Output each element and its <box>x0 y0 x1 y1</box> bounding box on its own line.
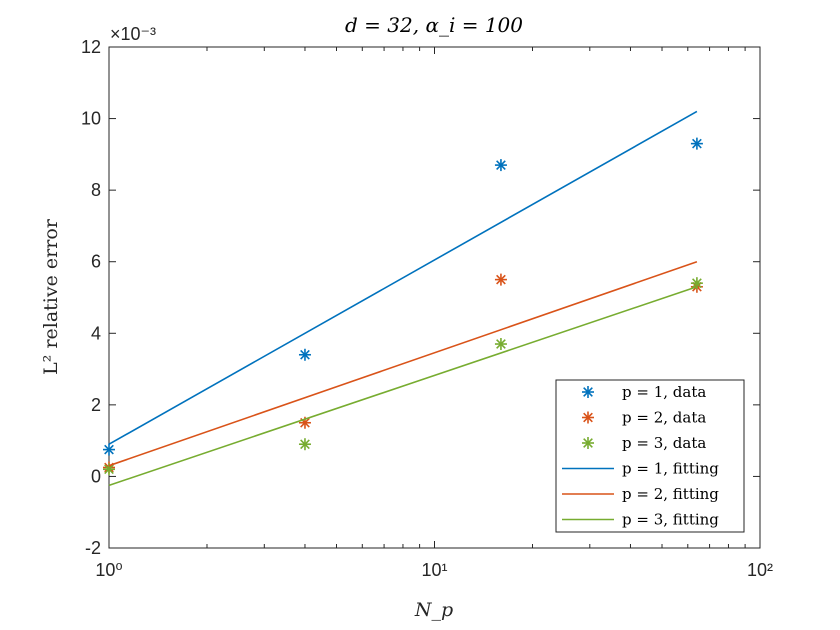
legend-entry-1: p = 2, data <box>582 409 706 427</box>
y-tick-label: 2 <box>91 395 101 415</box>
y-tick-label: 8 <box>91 180 101 200</box>
y-tick-label: 4 <box>91 323 101 343</box>
tick-marks <box>108 46 761 549</box>
data-point-s0-3 <box>690 137 703 150</box>
legend-label: p = 1, fitting <box>622 460 719 478</box>
legend-entry-2: p = 3, data <box>582 434 706 452</box>
legend: p = 1, data p = 2, data p = 3, data p = 1, … <box>555 379 745 533</box>
data-point-s2-2 <box>494 338 507 351</box>
legend-label: p = 3, data <box>622 434 706 452</box>
legend-label: p = 3, fitting <box>622 511 719 529</box>
y-exponent-label: ×10⁻³ <box>110 24 156 44</box>
series-5 <box>108 286 698 487</box>
x-axis-label: N_p <box>414 599 453 621</box>
data-point-s2-1 <box>298 438 311 451</box>
legend-box <box>555 379 745 533</box>
y-tick-label: 6 <box>91 252 101 272</box>
series-0 <box>103 137 703 456</box>
data-point-s1-2 <box>494 273 507 286</box>
series-3 <box>108 110 698 445</box>
y-tick-label: 10 <box>81 109 101 129</box>
y-tick-label: 12 <box>81 37 101 57</box>
x-tick-label: 10¹ <box>421 560 447 580</box>
series-layer <box>103 110 703 487</box>
legend-entry-3: p = 1, fitting <box>562 460 719 478</box>
data-point-s0-1 <box>298 348 311 361</box>
fit-line-3 <box>108 110 698 445</box>
legend-entries: p = 1, data p = 2, data p = 3, data p = 1, … <box>562 383 719 529</box>
legend-label: p = 1, data <box>622 383 706 401</box>
legend-entry-5: p = 3, fitting <box>562 511 719 529</box>
y-tick-label: -2 <box>85 538 101 558</box>
series-4 <box>108 260 698 467</box>
legend-marker-swatch <box>582 411 594 424</box>
y-tick-label: 0 <box>91 466 101 486</box>
legend-marker-swatch <box>582 386 594 398</box>
fit-line-4 <box>108 260 698 467</box>
data-point-s0-2 <box>494 159 507 172</box>
legend-label: p = 2, data <box>622 409 706 427</box>
x-tick-label: 10² <box>747 560 773 580</box>
tick-labels: 10⁰ 10¹ 10² -2 0 2 4 6 8 10 12 <box>81 37 773 580</box>
y-axis-label: L² relative error <box>40 218 62 375</box>
data-point-s0-0 <box>103 443 115 456</box>
fit-line-5 <box>108 286 698 487</box>
x-tick-label: 10⁰ <box>95 560 122 580</box>
legend-label: p = 2, fitting <box>622 485 719 503</box>
legend-entry-4: p = 2, fitting <box>562 485 719 503</box>
chart-title: d = 32, α_i = 100 <box>345 13 523 37</box>
legend-entry-0: p = 1, data <box>582 383 706 401</box>
legend-marker-swatch <box>582 437 594 449</box>
